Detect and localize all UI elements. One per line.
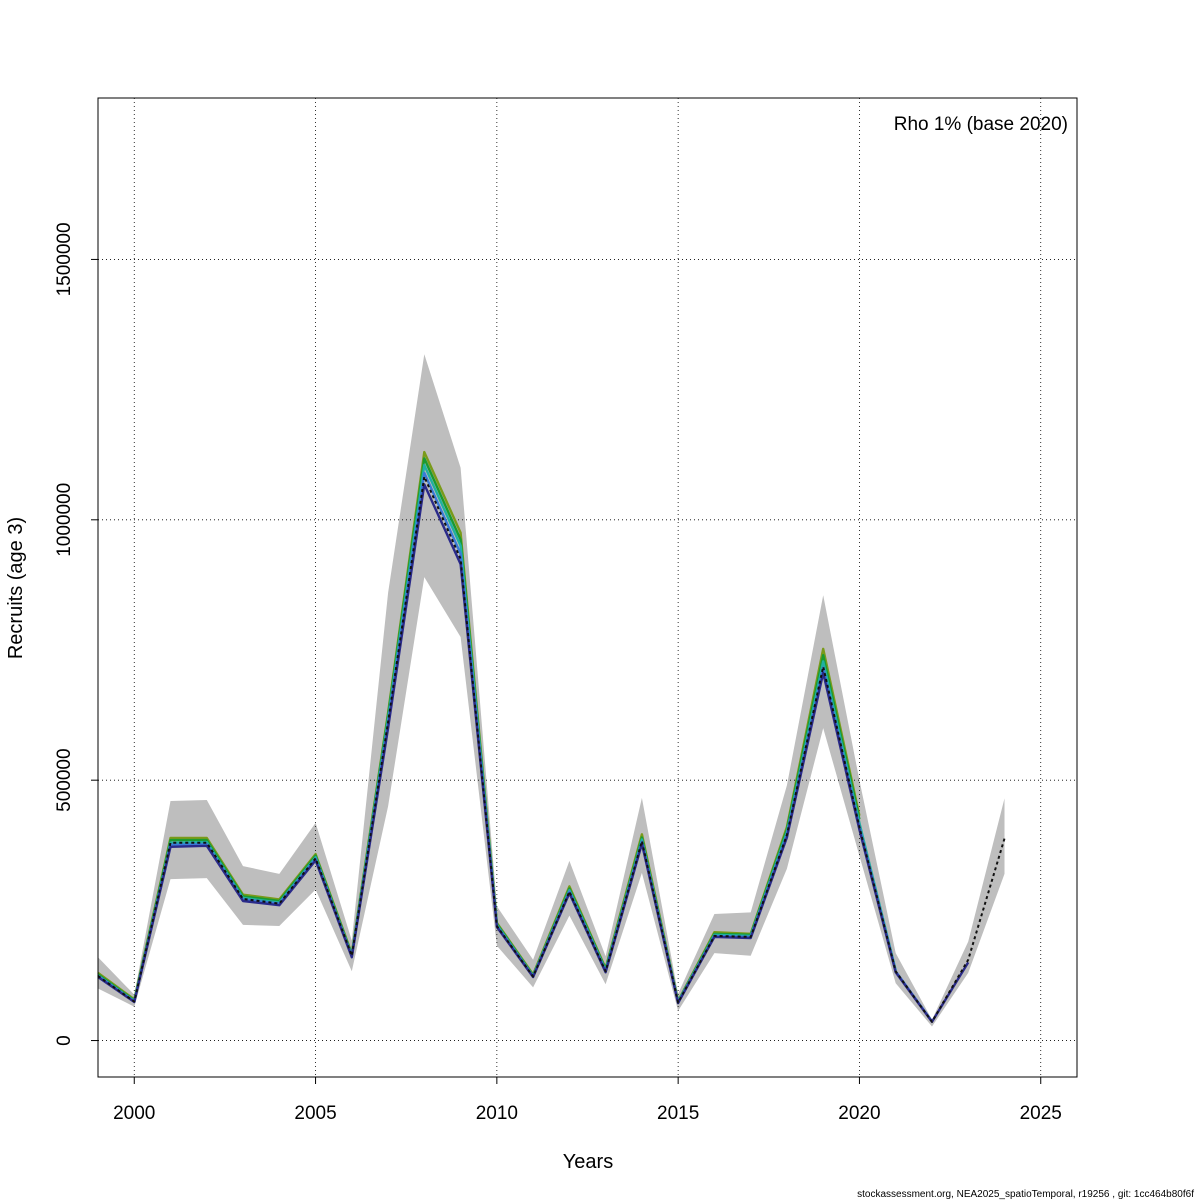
x-axis-title: Years bbox=[563, 1151, 613, 1173]
series-line-6 bbox=[97, 475, 1006, 1023]
y-axis-title: Recruits (age 3) bbox=[5, 517, 27, 659]
x-tick-label: 2020 bbox=[838, 1103, 880, 1124]
x-tick-label: 2005 bbox=[294, 1103, 336, 1124]
footer-credit: stockassessment.org, NEA2025_spatioTempo… bbox=[857, 1189, 1194, 1200]
y-tick-label: 1500000 bbox=[54, 222, 75, 296]
plot-frame bbox=[97, 97, 1078, 1078]
confidence-band bbox=[98, 354, 1005, 1027]
x-tick-label: 2015 bbox=[657, 1103, 699, 1124]
y-tick-label: 0 bbox=[54, 1035, 75, 1046]
chart-annotation: Rho 1% (base 2020) bbox=[894, 114, 1068, 135]
confidence-band-layer bbox=[98, 354, 1005, 1027]
x-tick-label: 2025 bbox=[1020, 1103, 1062, 1124]
axis-layer: 2000 2005 2010 2015 2020 2025 0 500000 1000000 15… bbox=[54, 222, 1062, 1124]
x-tick-label: 2010 bbox=[476, 1103, 518, 1124]
series-layer bbox=[97, 450, 1006, 1023]
x-tick-label: 2000 bbox=[113, 1103, 155, 1124]
y-tick-label: 500000 bbox=[54, 748, 75, 811]
y-tick-label: 1000000 bbox=[54, 483, 75, 557]
